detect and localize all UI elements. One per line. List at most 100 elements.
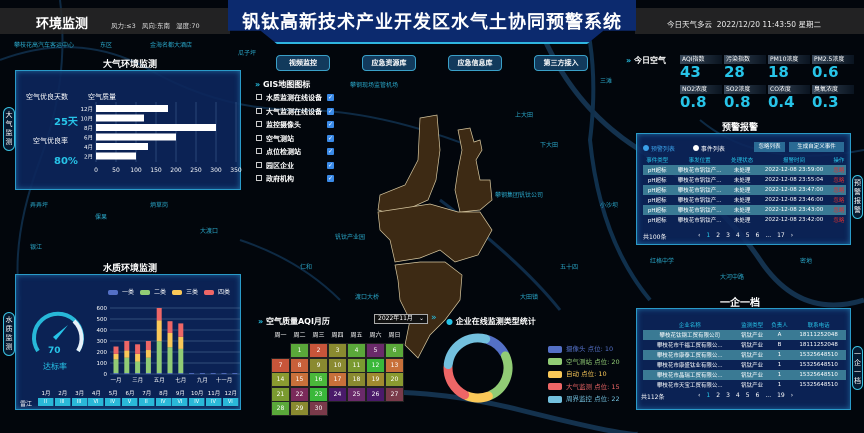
gis-layer-item[interactable]: 监控摄像头 ✓ [256, 120, 334, 130]
calendar-day[interactable]: 13 [385, 357, 404, 373]
gis-layer-item[interactable]: 点位检测站 ✓ [256, 147, 334, 157]
calendar-day[interactable]: 17 [328, 372, 347, 387]
nav-emergency-resources[interactable]: 应急资源库 [362, 55, 416, 71]
table-row[interactable]: pH超标 攀枝花市钒钛产... 未处理 2022-12-08 23:42:00 忽略 [643, 215, 846, 225]
table-row[interactable]: pH超标 攀枝花市钒钛产... 未处理 2022-12-08 23:55:04 忽略 [643, 175, 846, 185]
table-row[interactable]: pH超标 攀枝花市钒钛产... 未处理 2022-12-08 23:47:00 忽略 [643, 185, 846, 195]
calendar-day[interactable]: 19 [366, 372, 385, 387]
enterprise-side-tab[interactable]: 一企一档 [852, 346, 863, 390]
calendar-day[interactable]: 16 [309, 372, 328, 387]
park-zone-east[interactable] [454, 127, 493, 213]
table-row[interactable]: 攀枝花市康泰工贸有限公... 钒钛产业 1 15325648510 [643, 350, 846, 360]
gis-layer-item[interactable]: 大气监测在线设备 ✓ [256, 107, 334, 117]
calendar-day[interactable]: 30 [309, 401, 328, 416]
calendar-day[interactable]: 25 [347, 386, 366, 402]
table-row[interactable]: 攀枝花市晶瑞工贸有限公... 钒钛产业 1 15325648510 [643, 370, 846, 380]
gis-layer-item[interactable]: 政府机构 ✓ [256, 174, 334, 184]
page-button[interactable]: 1 [706, 392, 711, 399]
calendar-day[interactable]: 20 [385, 372, 404, 387]
table-cell[interactable]: 忽略 [831, 185, 846, 195]
nav-third-party[interactable]: 第三方接入 [534, 55, 588, 71]
nav-video-monitor[interactable]: 视频监控 [276, 55, 330, 71]
prev-page-button[interactable]: ‹ [698, 392, 701, 399]
calendar-day[interactable]: 4 [347, 343, 366, 358]
page-button[interactable]: 5 [745, 392, 750, 399]
table-row[interactable]: pH超标 攀枝花市钒钛产... 未处理 2022-12-08 23:59:00 忽略 [643, 165, 846, 175]
page-button[interactable]: 2 [716, 232, 721, 239]
legend-item[interactable]: 大气监测 点位: 15 [548, 381, 620, 394]
column-header[interactable]: 事件类型 [646, 158, 669, 164]
nav-emergency-info[interactable]: 应急信息库 [448, 55, 502, 71]
calendar-day[interactable]: 2 [309, 343, 328, 358]
table-row[interactable]: pH超标 攀枝花市钒钛产... 未处理 2022-12-08 23:43:00 忽略 [643, 205, 846, 215]
calendar-day[interactable]: 24 [328, 386, 347, 402]
calendar-day[interactable]: 10 [328, 357, 347, 373]
water-side-tab[interactable]: 水质监测 [3, 312, 15, 356]
page-button[interactable]: 17 [777, 232, 785, 239]
table-cell[interactable]: 忽略 [833, 198, 845, 204]
calendar-day[interactable]: 1 [290, 343, 309, 358]
column-header[interactable]: 负责人 [771, 323, 788, 329]
page-button[interactable]: 19 [777, 392, 785, 399]
page-button[interactable]: 3 [726, 392, 730, 399]
page-button[interactable]: ... [765, 232, 772, 239]
park-zone-north[interactable] [377, 114, 441, 216]
legend-item[interactable]: 空气测站 点位: 20 [548, 356, 620, 369]
page-button[interactable]: ... [765, 392, 772, 399]
table-row[interactable]: 攀枝花市天宝工贸有限公... 钒钛产业 1 15325648510 [643, 380, 846, 390]
calendar-day[interactable]: 27 [385, 386, 404, 402]
calendar-day[interactable]: 7 [271, 357, 290, 373]
calendar-day[interactable]: 22 [290, 386, 309, 402]
air-side-tab[interactable]: 大气监测 [3, 107, 15, 151]
park-zone-south[interactable] [394, 261, 463, 359]
column-header[interactable]: 处理状态 [731, 158, 754, 164]
page-button[interactable]: 1 [706, 232, 711, 239]
legend-item[interactable]: 一类 [108, 289, 134, 296]
calendar-day[interactable]: 8 [290, 357, 309, 373]
calendar-day[interactable]: 9 [309, 357, 328, 373]
calendar-day[interactable]: 28 [271, 401, 290, 416]
chevron-right-icon[interactable]: » [431, 313, 437, 323]
calendar-day[interactable]: 21 [271, 386, 290, 402]
calendar-day[interactable]: 3 [328, 343, 347, 358]
tab-alarm-list[interactable]: 预警列表 [643, 144, 675, 153]
legend-item[interactable]: 三类 [172, 289, 198, 296]
page-button[interactable]: 2 [716, 392, 721, 399]
column-header[interactable]: 操作 [833, 158, 845, 164]
table-row[interactable]: 攀枝花钛钢工贸有限公司 钒钛产业 A 18111252048 [643, 330, 846, 340]
page-button[interactable]: 6 [755, 392, 760, 399]
checkbox-checked-icon[interactable]: ✓ [327, 121, 334, 128]
table-cell[interactable]: 忽略 [833, 218, 845, 224]
column-header[interactable]: 监测类型 [741, 323, 764, 329]
table-cell[interactable]: 忽略 [833, 178, 845, 184]
alarm-side-tab[interactable]: 预警报警 [852, 175, 863, 219]
table-cell[interactable]: 忽略 [831, 205, 846, 215]
checkbox-checked-icon[interactable]: ✓ [327, 94, 334, 101]
checkbox-checked-icon[interactable]: ✓ [327, 134, 334, 142]
next-page-button[interactable]: › [790, 232, 794, 239]
table-row[interactable]: pH超标 攀枝花市钒钛产... 未处理 2022-12-08 23:46:00 忽略 [643, 195, 846, 205]
legend-item[interactable]: 自动 点位: 10 [548, 368, 620, 381]
page-button[interactable]: 6 [755, 232, 760, 239]
checkbox-checked-icon[interactable]: ✓ [327, 107, 334, 115]
column-header[interactable]: 报警时间 [783, 158, 806, 164]
legend-item[interactable]: 周界监控 点位: 22 [548, 393, 620, 406]
legend-item[interactable]: 摄像头 点位: 10 [548, 343, 620, 356]
column-header[interactable]: 企业名称 [678, 323, 701, 329]
page-button[interactable]: 5 [745, 232, 750, 239]
column-header[interactable]: 联系电话 [807, 323, 830, 329]
prev-page-button[interactable]: ‹ [698, 232, 701, 239]
calendar-day[interactable]: 6 [385, 343, 404, 358]
gis-layer-item[interactable]: 空气测站 ✓ [256, 134, 334, 144]
month-select[interactable]: 2022年11月 ⌄ [374, 314, 428, 324]
calendar-day[interactable]: 23 [309, 386, 328, 402]
gis-layer-item[interactable]: 园区企业 ✓ [256, 161, 334, 171]
column-header[interactable]: 事发位置 [688, 158, 711, 164]
calendar-day[interactable]: 26 [366, 386, 385, 402]
table-row[interactable]: 攀枝花市康盛钛业有限公... 钒钛产业 1 15325648510 [643, 360, 846, 370]
page-button[interactable]: 4 [735, 392, 740, 399]
calendar-day[interactable]: 5 [366, 343, 385, 358]
tab-event-list[interactable]: 事件列表 [693, 144, 725, 153]
create-custom-event-button[interactable]: 生成自定义事件 [789, 142, 844, 152]
next-page-button[interactable]: › [790, 392, 794, 399]
